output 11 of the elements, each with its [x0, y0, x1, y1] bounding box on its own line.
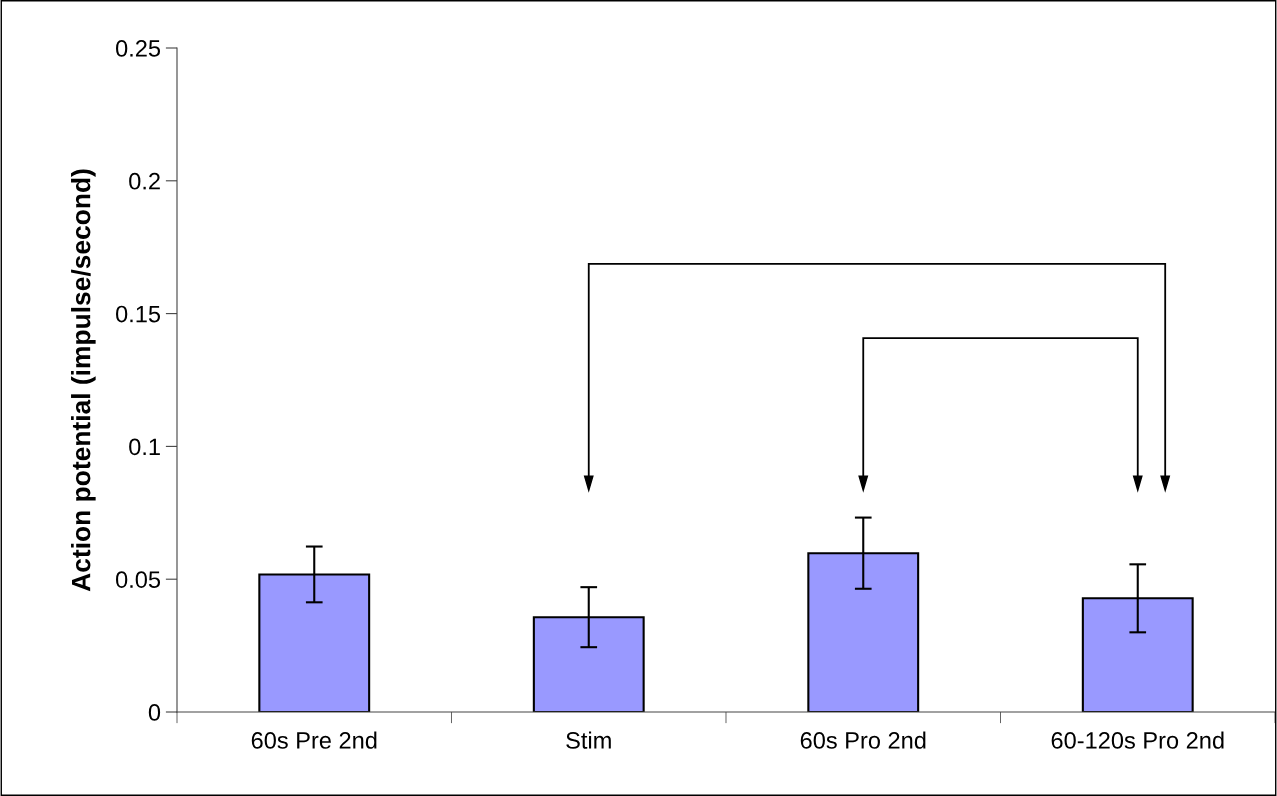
y-tick-label: 0.1	[129, 438, 160, 456]
y-tick-label: 0.15	[116, 305, 161, 323]
x-tick-label: 60s Pro 2nd	[800, 731, 926, 749]
x-tick-label: 60s Pre 2nd	[251, 731, 377, 749]
y-tick-label: 0.25	[116, 40, 161, 57]
x-tick-label: Stim	[566, 731, 611, 749]
y-axis-title: Action potential (impulse/second)	[71, 169, 96, 592]
y-tick-label: 0.05	[116, 571, 161, 588]
y-tick-label: 0.2	[129, 172, 160, 190]
y-tick-label: 0	[148, 704, 161, 721]
x-tick-label: 60-120s Pro 2nd	[1051, 731, 1224, 749]
